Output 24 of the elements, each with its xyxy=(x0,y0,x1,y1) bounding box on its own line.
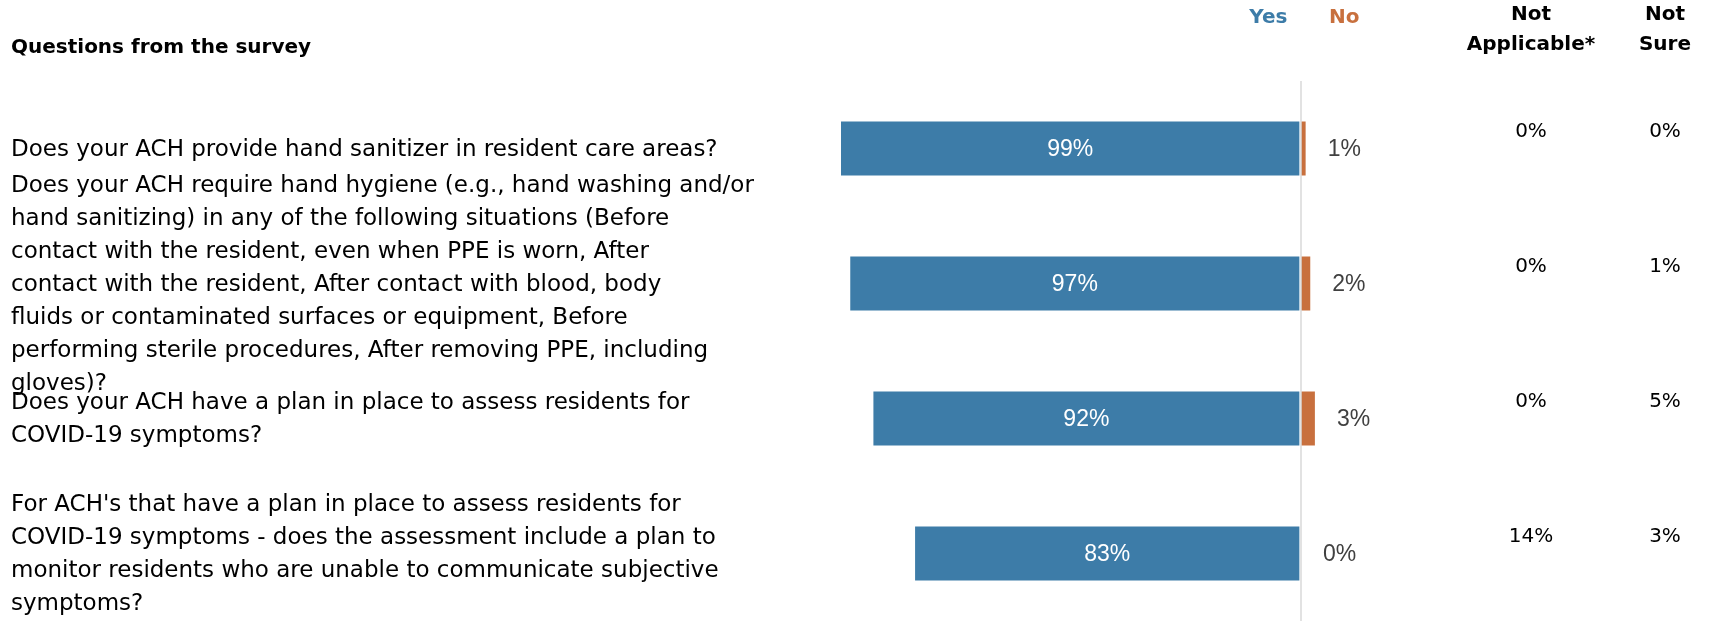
text: 0% xyxy=(1515,252,1547,277)
y-axis-title: Questions from the survey xyxy=(11,34,312,58)
text: Not Sure xyxy=(1638,1,1692,55)
text: 0% xyxy=(1649,117,1681,142)
data-label: 1% xyxy=(1327,134,1361,161)
text: 0% xyxy=(1515,117,1547,142)
text: 5% xyxy=(1649,387,1681,412)
data-label: 97% xyxy=(1051,269,1098,296)
text: Yes xyxy=(1248,4,1288,28)
data-label: 0% xyxy=(1323,539,1357,566)
data-label: 99% xyxy=(1047,134,1094,161)
text: 3% xyxy=(1649,522,1681,547)
text: 1% xyxy=(1649,252,1681,277)
text: 14% xyxy=(1508,522,1554,547)
y-tick-label: Does your ACH provide hand sanitizer in resident care areas? xyxy=(11,134,718,161)
data-label: 92% xyxy=(1063,404,1110,431)
text: 0% xyxy=(1515,387,1547,412)
bar xyxy=(915,526,1300,581)
data-label: 83% xyxy=(1084,539,1131,566)
data-label: 3% xyxy=(1336,404,1371,431)
y-tick-label: For ACH's that have a plan in place to assess residents for COVID-19 symptoms - does the assessment include a plan to monitor residents who are unable to communicate subjective symptoms? xyxy=(11,490,719,615)
text: No xyxy=(1329,4,1360,28)
text: Not Applicable* xyxy=(1466,1,1596,55)
data-label: 2% xyxy=(1332,269,1366,296)
